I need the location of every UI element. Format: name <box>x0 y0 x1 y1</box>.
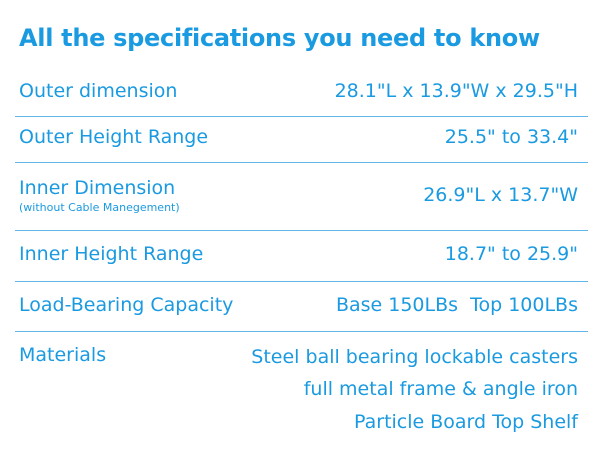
row-value: Base 150LBs Top 100LBs <box>335 294 578 316</box>
title: All the specifications you need to know <box>19 24 540 52</box>
divider <box>15 281 588 282</box>
row-value: Particle Board Top Shelf <box>354 411 578 433</box>
divider <box>15 162 588 163</box>
row-value: Steel ball bearing lockable casters <box>251 346 578 368</box>
divider <box>15 116 588 117</box>
row-label: Load-Bearing Capacity <box>19 294 234 316</box>
row-label: Outer Height Range <box>19 126 209 148</box>
row-label: Inner Dimension <box>19 177 176 199</box>
row-value: 25.5" to 33.4" <box>444 126 578 148</box>
row-label: Materials <box>19 344 107 366</box>
divider <box>15 331 588 332</box>
row-sublabel: (without Cable Manegement) <box>19 201 180 214</box>
row-value: 28.1"L x 13.9"W x 29.5"H <box>334 80 578 102</box>
row-label: Outer dimension <box>19 80 178 102</box>
row-value: 18.7" to 25.9" <box>444 243 578 265</box>
divider <box>15 230 588 231</box>
row-label: Inner Height Range <box>19 243 204 265</box>
row-value: full metal frame & angle iron <box>303 378 578 400</box>
row-value: 26.9"L x 13.7"W <box>423 184 578 206</box>
